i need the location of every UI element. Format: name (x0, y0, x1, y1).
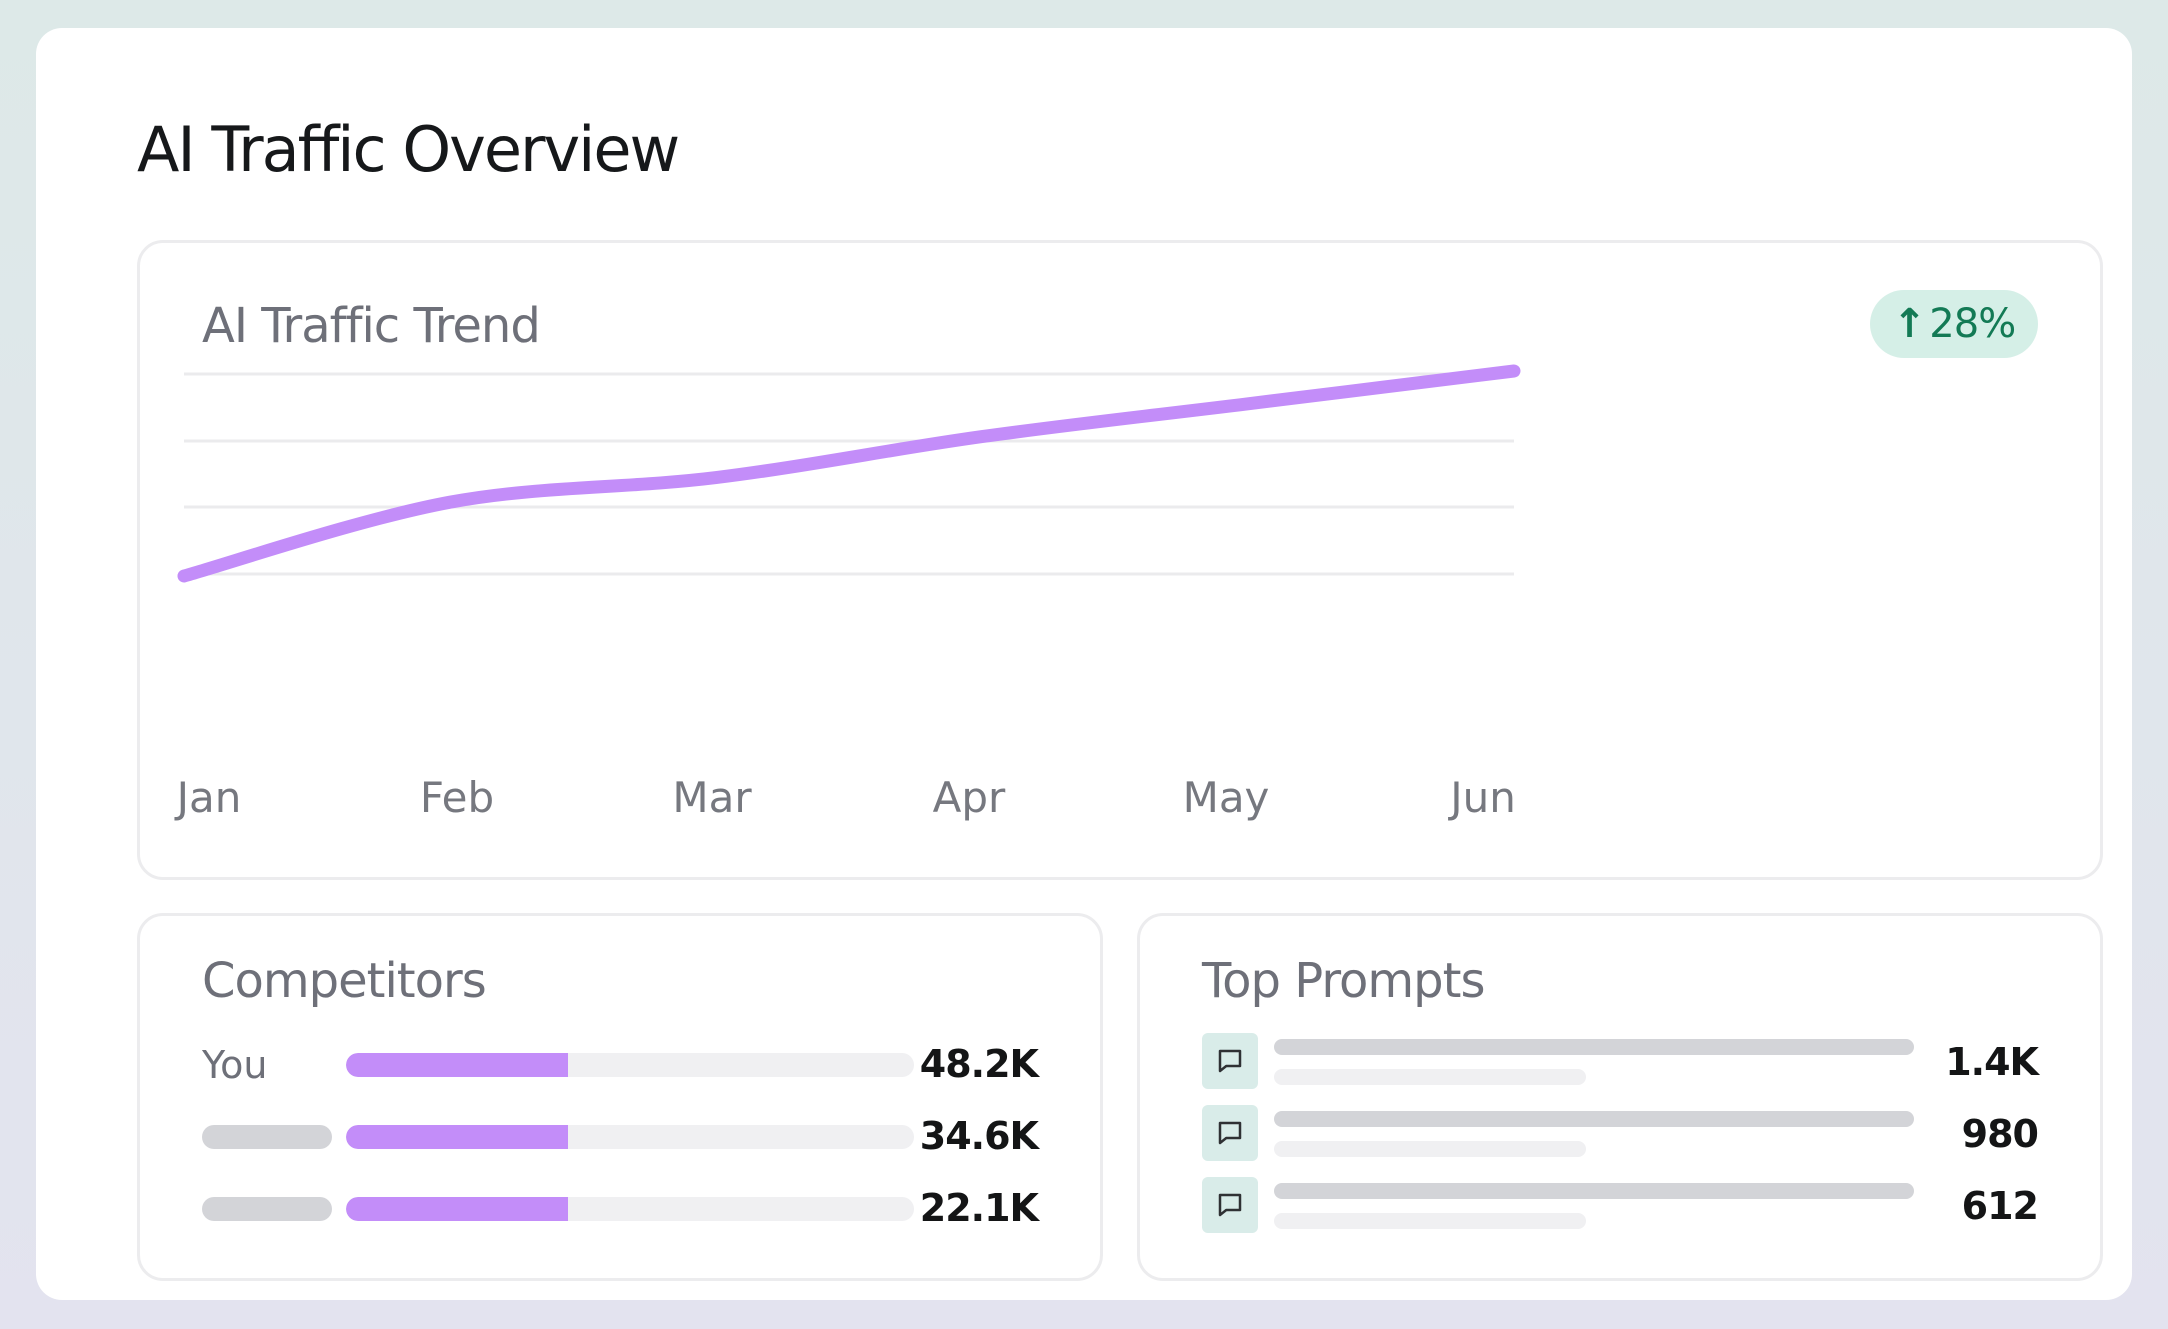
prompt-count: 980 (1961, 1112, 2039, 1156)
top-prompts-title: Top Prompts (1202, 953, 1485, 1009)
prompt-count: 1.4K (1945, 1040, 2039, 1084)
prompt-row[interactable]: 980 (1140, 1105, 2100, 1163)
competitors-panel: Competitors You 48.2K 34.6K 22.1K (137, 913, 1103, 1281)
prompt-count: 612 (1961, 1184, 2039, 1228)
competitor-value: 48.2K (919, 1042, 1039, 1086)
x-tick-label: Mar (672, 773, 752, 822)
competitor-label: You (202, 1043, 268, 1087)
x-tick-label: Jan (176, 773, 242, 822)
competitor-bar-track (346, 1125, 914, 1149)
message-square-icon (1202, 1177, 1258, 1233)
competitor-bar-track (346, 1053, 914, 1077)
arrow-up-icon: ↑ (1892, 301, 1927, 347)
prompt-text-placeholder (1274, 1111, 1914, 1127)
prompt-subtext-placeholder (1274, 1213, 1586, 1229)
page-title: AI Traffic Overview (137, 113, 680, 186)
traffic-series-line (177, 364, 1521, 583)
prompt-row[interactable]: 1.4K (1140, 1033, 2100, 1091)
competitor-bar-fill (346, 1197, 568, 1221)
prompt-text-placeholder (1274, 1183, 1914, 1199)
competitor-row: 34.6K (140, 1114, 1100, 1159)
overview-card: AI Traffic Overview AI Traffic Trend ↑ 2… (36, 28, 2132, 1300)
top-prompts-panel: Top Prompts 1.4K 980 612 (1137, 913, 2103, 1281)
x-tick-label: Apr (932, 773, 1006, 822)
competitor-bar-fill (346, 1125, 568, 1149)
traffic-trend-panel: AI Traffic Trend ↑ 28% Jan Feb Mar Apr May Ju… (137, 240, 2103, 880)
competitor-row: You 48.2K (140, 1042, 1100, 1087)
prompt-text-placeholder (1274, 1039, 1914, 1055)
prompt-subtext-placeholder (1274, 1069, 1586, 1085)
trend-title: AI Traffic Trend (202, 298, 541, 354)
competitor-name-placeholder (202, 1197, 332, 1221)
growth-badge: ↑ 28% (1870, 290, 2038, 358)
message-square-icon (1202, 1105, 1258, 1161)
competitor-value: 22.1K (919, 1186, 1039, 1230)
message-square-icon (1202, 1033, 1258, 1089)
x-tick-label: Jun (1450, 773, 1516, 822)
competitor-row: 22.1K (140, 1186, 1100, 1231)
prompt-subtext-placeholder (1274, 1141, 1586, 1157)
competitor-bar-fill (346, 1053, 568, 1077)
growth-value: 28% (1929, 301, 2016, 347)
competitor-bar-track (346, 1197, 914, 1221)
x-tick-label: Feb (419, 773, 495, 822)
prompt-row[interactable]: 612 (1140, 1177, 2100, 1235)
competitors-title: Competitors (202, 953, 487, 1009)
trend-chart (177, 364, 1521, 583)
competitor-name-placeholder (202, 1125, 332, 1149)
competitor-value: 34.6K (919, 1114, 1039, 1158)
x-tick-label: May (1182, 773, 1270, 822)
